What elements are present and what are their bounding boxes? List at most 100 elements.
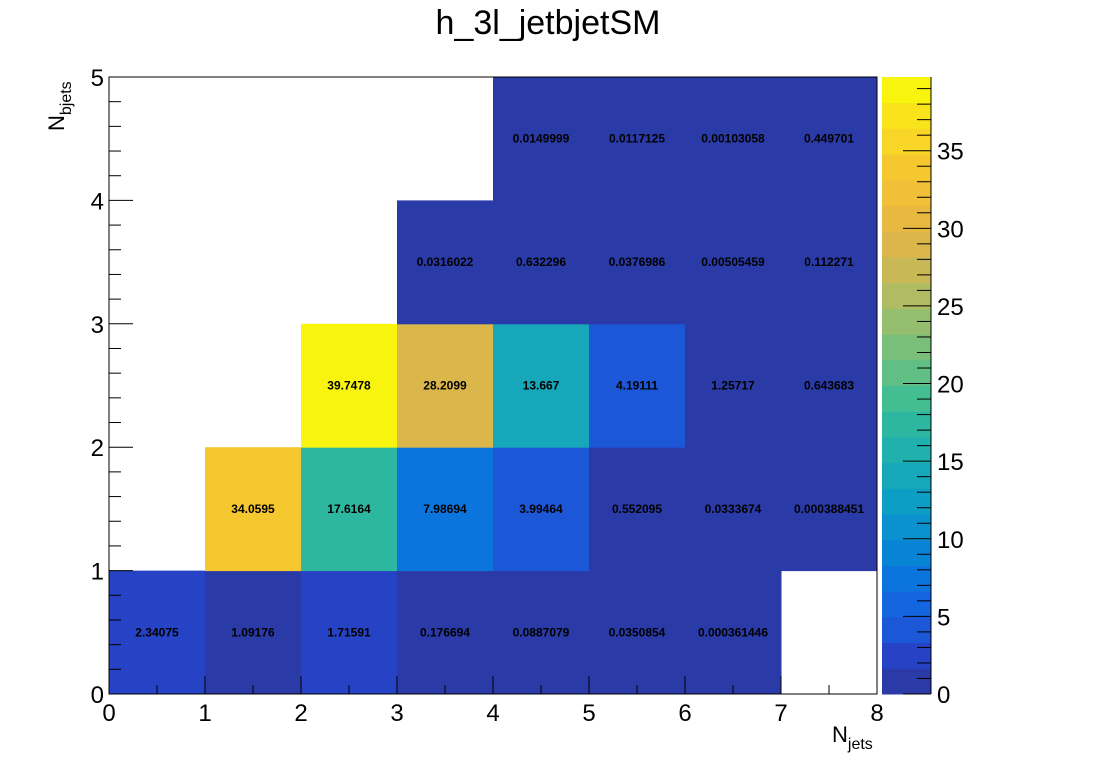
cell-value-label: 0.176694 — [420, 625, 470, 639]
cell-value-label: 4.19111 — [616, 379, 658, 393]
heatmap-cell — [109, 570, 206, 695]
heatmap-cell — [397, 570, 494, 695]
colorbar-segment — [882, 462, 931, 489]
y-tick-label: 4 — [91, 188, 104, 215]
heatmap-cell — [781, 77, 878, 201]
x-tick-label: 1 — [198, 700, 211, 727]
heatmap-cell — [685, 323, 782, 448]
heatmap-cell — [493, 323, 590, 448]
cell-value-label: 0.552095 — [612, 502, 662, 516]
heatmap-cell — [781, 200, 878, 325]
heatmap-cell — [205, 447, 302, 572]
x-tick-label: 7 — [774, 700, 787, 727]
heatmap-cell — [397, 200, 494, 325]
colorbar-segment — [882, 411, 931, 438]
cell-value-label: 34.0595 — [231, 502, 275, 516]
cell-value-label: 1.09176 — [231, 625, 275, 639]
heatmap-cell — [397, 447, 494, 572]
colorbar-tick-label: 5 — [937, 604, 950, 631]
colorbar-segment — [882, 616, 931, 644]
cell-value-label: 0.0117125 — [609, 132, 665, 146]
x-axis-title: Njets — [832, 722, 873, 753]
cell-value-label: 0.000388451 — [794, 502, 864, 516]
cell-value-label: 39.7478 — [327, 379, 371, 393]
heatmap-cell — [781, 323, 878, 448]
cell-value-label: 7.98694 — [423, 502, 467, 516]
heatmap-cell — [493, 447, 590, 572]
y-axis-title: Nbjets — [44, 81, 75, 131]
cell-value-label: 2.34075 — [135, 625, 179, 639]
cell-value-label: 0.00103058 — [701, 132, 765, 146]
heatmap-cell — [589, 570, 686, 695]
cell-value-label: 0.632296 — [516, 255, 566, 269]
cell-value-label: 0.0350854 — [609, 625, 666, 639]
y-tick-label: 1 — [91, 559, 104, 586]
colorbar-tick-label: 20 — [937, 372, 964, 399]
y-tick-label: 2 — [91, 435, 104, 462]
cell-value-label: 1.71591 — [327, 625, 371, 639]
heatmap-cell — [781, 447, 878, 572]
colorbar-segment — [882, 282, 931, 309]
heatmap-cell — [685, 200, 782, 325]
colorbar-segment — [882, 77, 931, 104]
colorbar-segment — [882, 256, 931, 284]
x-tick-label: 2 — [294, 700, 307, 727]
colorbar: 0 5 10 15 20 25 30 35 — [882, 77, 964, 709]
heatmap-cell — [685, 77, 782, 201]
colorbar-tick-label: 30 — [937, 216, 964, 243]
colorbar-segment — [882, 102, 931, 129]
colorbar-tick-label: 15 — [937, 449, 964, 476]
y-tick-label: 3 — [91, 312, 104, 339]
colorbar-tick-label: 25 — [937, 294, 964, 321]
heatmap-cell — [493, 200, 590, 325]
x-tick-label: 5 — [582, 700, 595, 727]
colorbar-tick-label: 0 — [937, 682, 950, 709]
chart-title: h_3l_jetbjetSM — [435, 4, 661, 42]
x-tick-label: 0 — [102, 700, 115, 727]
x-tick-label: 4 — [486, 700, 499, 727]
heatmap-cell — [301, 323, 398, 448]
heatmap-cell — [685, 570, 782, 695]
heatmap-cell — [205, 570, 302, 695]
heatmap-cell — [685, 447, 782, 572]
heatmap-cell — [589, 200, 686, 325]
cell-value-label: 0.000361446 — [698, 625, 768, 639]
heatmap-cell — [301, 570, 398, 695]
colorbar-segment — [882, 591, 931, 618]
cell-value-label: 3.99464 — [519, 502, 563, 516]
y-tick-label: 0 — [91, 682, 104, 709]
heatmap-cells — [109, 77, 878, 695]
heatmap-cell — [589, 77, 686, 201]
colorbar-segment — [882, 436, 931, 464]
cell-value-label: 0.0333674 — [705, 502, 762, 516]
x-tick-label: 6 — [678, 700, 691, 727]
colorbar-segment — [882, 514, 931, 541]
colorbar-segment — [882, 205, 931, 232]
x-tick-label: 3 — [390, 700, 403, 727]
cell-value-label: 0.0887079 — [513, 625, 570, 639]
colorbar-segment — [882, 231, 931, 258]
colorbar-segment — [882, 539, 931, 566]
cell-value-label: 0.449701 — [804, 132, 854, 146]
x-tick-label: 8 — [870, 700, 883, 727]
cell-value-label: 0.0316022 — [417, 255, 474, 269]
colorbar-tick-label: 10 — [937, 527, 964, 554]
cell-value-label: 0.643683 — [804, 379, 854, 393]
colorbar-segment — [882, 179, 931, 207]
cell-value-label: 0.0149999 — [513, 132, 570, 146]
colorbar-segment — [882, 668, 931, 695]
colorbar-segment — [882, 334, 931, 361]
heatmap-cell — [493, 570, 590, 695]
axes: 0 1 2 3 4 5 6 7 8 0 1 2 3 4 5 Njets Nbjets — [44, 65, 884, 753]
cell-value-label: 13.667 — [523, 379, 560, 393]
heatmap-cell — [493, 77, 590, 201]
cell-value-label: 0.0376986 — [609, 255, 666, 269]
colorbar-tick-label: 35 — [937, 139, 964, 166]
heatmap-cell — [397, 323, 494, 448]
cell-value-label: 0.112271 — [804, 255, 854, 269]
colorbar-segment — [882, 154, 931, 181]
heatmap-cell — [589, 447, 686, 572]
cell-value-label: 17.6164 — [327, 502, 371, 516]
cell-value-label: 28.2099 — [423, 379, 467, 393]
